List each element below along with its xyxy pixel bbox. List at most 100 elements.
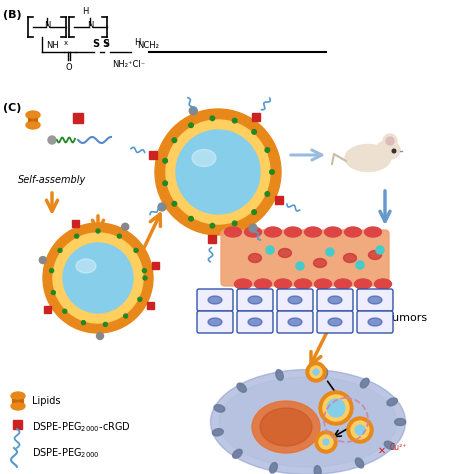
FancyBboxPatch shape: [277, 289, 313, 311]
Text: DSPE-PEG$_{2000}$-cRGD: DSPE-PEG$_{2000}$-cRGD: [32, 420, 131, 434]
Ellipse shape: [387, 398, 397, 406]
Ellipse shape: [225, 227, 241, 237]
Ellipse shape: [245, 227, 262, 237]
FancyBboxPatch shape: [197, 289, 233, 311]
Circle shape: [163, 158, 167, 163]
Circle shape: [383, 134, 397, 148]
Ellipse shape: [26, 121, 40, 129]
Circle shape: [313, 369, 319, 375]
Ellipse shape: [320, 368, 328, 379]
Ellipse shape: [219, 377, 397, 467]
FancyBboxPatch shape: [146, 302, 154, 309]
Ellipse shape: [208, 318, 222, 326]
Circle shape: [265, 191, 270, 196]
Ellipse shape: [237, 383, 246, 392]
Ellipse shape: [355, 279, 372, 289]
Ellipse shape: [233, 449, 242, 458]
Text: NH₂⁺Cl⁻: NH₂⁺Cl⁻: [112, 60, 146, 69]
FancyBboxPatch shape: [317, 311, 353, 333]
Ellipse shape: [192, 149, 216, 166]
Circle shape: [392, 149, 396, 153]
Text: NH: NH: [46, 41, 59, 50]
Ellipse shape: [335, 279, 352, 289]
Ellipse shape: [264, 227, 282, 237]
Text: S: S: [92, 39, 100, 49]
Ellipse shape: [365, 227, 382, 237]
Text: DSPE-PEG$_{2000}$: DSPE-PEG$_{2000}$: [32, 446, 100, 460]
Ellipse shape: [279, 248, 292, 257]
Text: N: N: [44, 20, 50, 29]
Circle shape: [210, 116, 215, 120]
Circle shape: [323, 395, 349, 421]
FancyBboxPatch shape: [357, 311, 393, 333]
Ellipse shape: [376, 140, 400, 159]
FancyBboxPatch shape: [275, 196, 283, 204]
Ellipse shape: [304, 227, 321, 237]
FancyBboxPatch shape: [149, 151, 157, 159]
Text: x: x: [64, 40, 68, 46]
Text: (C): (C): [3, 103, 21, 113]
Circle shape: [265, 148, 270, 152]
Circle shape: [63, 309, 67, 313]
Ellipse shape: [276, 370, 283, 380]
Circle shape: [232, 118, 237, 123]
Text: Self-assembly: Self-assembly: [18, 175, 86, 185]
FancyBboxPatch shape: [197, 311, 233, 333]
Text: Lipids: Lipids: [32, 396, 61, 406]
Circle shape: [118, 234, 121, 238]
FancyBboxPatch shape: [13, 420, 22, 429]
FancyBboxPatch shape: [237, 311, 273, 333]
Ellipse shape: [368, 250, 382, 259]
FancyBboxPatch shape: [357, 289, 393, 311]
Ellipse shape: [288, 296, 302, 304]
Circle shape: [296, 262, 304, 270]
Circle shape: [189, 107, 197, 115]
Ellipse shape: [360, 378, 369, 388]
Circle shape: [39, 256, 46, 264]
Text: H: H: [134, 38, 140, 47]
Text: H: H: [82, 7, 88, 16]
Circle shape: [319, 391, 353, 425]
Circle shape: [176, 130, 260, 214]
Text: N: N: [87, 20, 93, 29]
Circle shape: [355, 425, 365, 435]
Ellipse shape: [368, 296, 382, 304]
Ellipse shape: [270, 463, 277, 473]
Ellipse shape: [11, 392, 25, 400]
FancyBboxPatch shape: [237, 289, 273, 311]
Circle shape: [323, 439, 329, 445]
Ellipse shape: [235, 279, 252, 289]
Circle shape: [310, 366, 322, 378]
Ellipse shape: [212, 428, 223, 436]
Circle shape: [326, 248, 334, 256]
Circle shape: [143, 276, 147, 280]
FancyBboxPatch shape: [73, 113, 83, 123]
FancyBboxPatch shape: [152, 262, 159, 269]
Ellipse shape: [214, 405, 225, 412]
Ellipse shape: [374, 279, 392, 289]
Text: ✕: ✕: [378, 446, 386, 456]
Ellipse shape: [345, 145, 391, 172]
FancyBboxPatch shape: [208, 235, 216, 243]
Ellipse shape: [284, 227, 301, 237]
Circle shape: [252, 210, 256, 214]
Ellipse shape: [395, 419, 406, 426]
Circle shape: [270, 170, 274, 174]
Circle shape: [155, 109, 281, 235]
Circle shape: [51, 291, 55, 294]
Ellipse shape: [26, 111, 40, 119]
Circle shape: [75, 234, 79, 238]
Text: Tumors: Tumors: [387, 313, 427, 323]
Circle shape: [103, 322, 107, 327]
Text: Cu²⁺: Cu²⁺: [390, 443, 407, 452]
Circle shape: [158, 203, 166, 211]
Ellipse shape: [248, 254, 262, 263]
Circle shape: [172, 138, 177, 143]
Ellipse shape: [274, 279, 292, 289]
Text: y: y: [105, 40, 109, 46]
Circle shape: [82, 321, 85, 325]
Ellipse shape: [384, 441, 394, 449]
Circle shape: [306, 362, 326, 382]
Circle shape: [63, 243, 133, 313]
Ellipse shape: [288, 318, 302, 326]
